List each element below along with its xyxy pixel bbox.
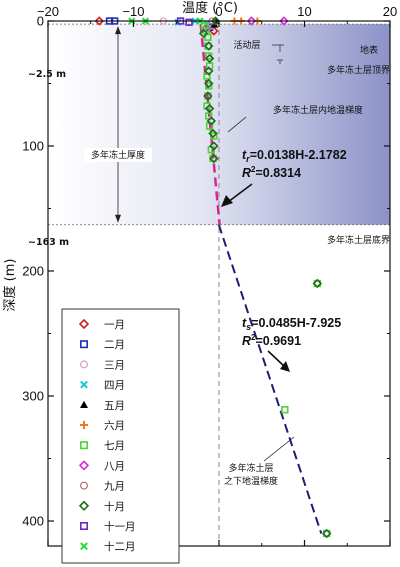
fit-r2-below: R2=0.9691 — [242, 333, 301, 348]
fit-line-below-permafrost — [217, 224, 323, 534]
legend-marker — [78, 500, 90, 511]
legend-marker — [80, 542, 88, 551]
gradient-below-leader — [263, 436, 295, 462]
fit-r2-within: R2=0.8314 — [242, 165, 301, 180]
thickness-label: 多年冻土厚度 — [91, 149, 145, 161]
data-point — [210, 16, 221, 26]
x-tick-label: 10 — [297, 4, 311, 19]
gradient-below-label-line2: 之下地温梯度 — [224, 475, 278, 487]
x-tick-label: −20 — [37, 4, 59, 19]
legend-label: 十一月 — [104, 520, 136, 533]
legend-label: 四月 — [104, 380, 125, 392]
data-point — [204, 103, 215, 114]
x-tick-label: 20 — [383, 4, 397, 19]
data-point — [246, 16, 257, 26]
gradient-below-label-line1: 多年冻土层 — [228, 462, 273, 474]
legend-label: 十二月 — [104, 540, 136, 553]
legend-marker — [80, 521, 89, 530]
y-tick-label: 400 — [22, 514, 44, 529]
data-point — [209, 153, 219, 164]
data-point — [281, 406, 289, 414]
data-point — [203, 91, 213, 101]
arrow-within-fit — [227, 183, 253, 203]
legend-label: 九月 — [104, 481, 125, 493]
legend-label: 一月 — [104, 319, 125, 331]
data-point — [94, 16, 105, 26]
legend-label: 三月 — [104, 359, 125, 371]
y-tick-label: 0 — [37, 14, 44, 29]
permafrost-bottom-label: 多年冻土层底界 — [327, 234, 390, 246]
data-point — [204, 78, 214, 89]
legend-marker — [78, 460, 90, 471]
data-point — [208, 128, 218, 139]
y-tick-label: 200 — [22, 264, 44, 279]
thickness-label-background — [84, 148, 152, 162]
bottom-depth-label: ~163 m — [28, 237, 69, 248]
y-tick-label: 300 — [22, 389, 44, 404]
fit-equation-within: tr=0.0138H-2.1782 — [242, 148, 347, 164]
permafrost-top-label: 多年冻土层顶界 — [327, 64, 390, 76]
thickness-arrow — [115, 26, 121, 223]
legend-marker — [78, 318, 90, 330]
x-axis-ticks: −20 −10 0 10 20 — [37, 4, 397, 546]
data-point — [204, 66, 214, 76]
legend-box — [61, 308, 180, 564]
arrowhead-within-fit — [221, 195, 233, 207]
legend-label: 二月 — [104, 339, 125, 351]
legend-label: 八月 — [104, 460, 125, 472]
y-tick-label: 100 — [22, 139, 44, 154]
gradient-inside-label: 多年冻土层内地温梯度 — [273, 104, 363, 116]
legend-marker — [80, 441, 89, 450]
surface-label: 地表 — [360, 44, 378, 56]
fit-equation-below: ts=0.0485H-7.925 — [242, 316, 341, 332]
legend-marker — [80, 421, 88, 429]
x-tick-label: −10 — [122, 4, 144, 19]
arrowhead-below-fit — [280, 361, 290, 372]
legend-label: 十月 — [104, 500, 125, 513]
data-point — [206, 116, 217, 126]
legend-marker — [79, 360, 88, 369]
active-layer-label: 活动层 — [233, 39, 260, 51]
data-point — [204, 41, 214, 51]
arrow-below-fit — [267, 350, 285, 367]
legend-label: 七月 — [104, 440, 125, 452]
legend-marker — [80, 380, 88, 389]
y-axis-ticks: 0 100 200 300 400 — [22, 14, 390, 529]
data-point — [204, 53, 215, 64]
y-axis-title: 深度 (m) — [2, 259, 18, 312]
data-point — [209, 141, 219, 151]
data-point — [204, 33, 212, 41]
top-depth-label: ~2.5 m — [28, 69, 66, 80]
legend-marker — [79, 481, 88, 490]
active-layer-bracket — [272, 44, 284, 64]
x-tick-label: 0 — [215, 4, 222, 19]
data-point — [321, 528, 332, 539]
x-axis-title: 温度 (°C) — [182, 0, 238, 16]
legend-label: 五月 — [104, 400, 125, 412]
data-point — [198, 28, 209, 39]
data-point — [312, 278, 323, 289]
legend-label: 六月 — [104, 420, 125, 432]
data-point — [185, 18, 193, 26]
legend-marker — [80, 340, 89, 349]
data-point — [279, 16, 289, 26]
legend-marker — [80, 400, 88, 408]
data-point — [205, 82, 213, 90]
gradient-inside-leader — [227, 116, 247, 133]
